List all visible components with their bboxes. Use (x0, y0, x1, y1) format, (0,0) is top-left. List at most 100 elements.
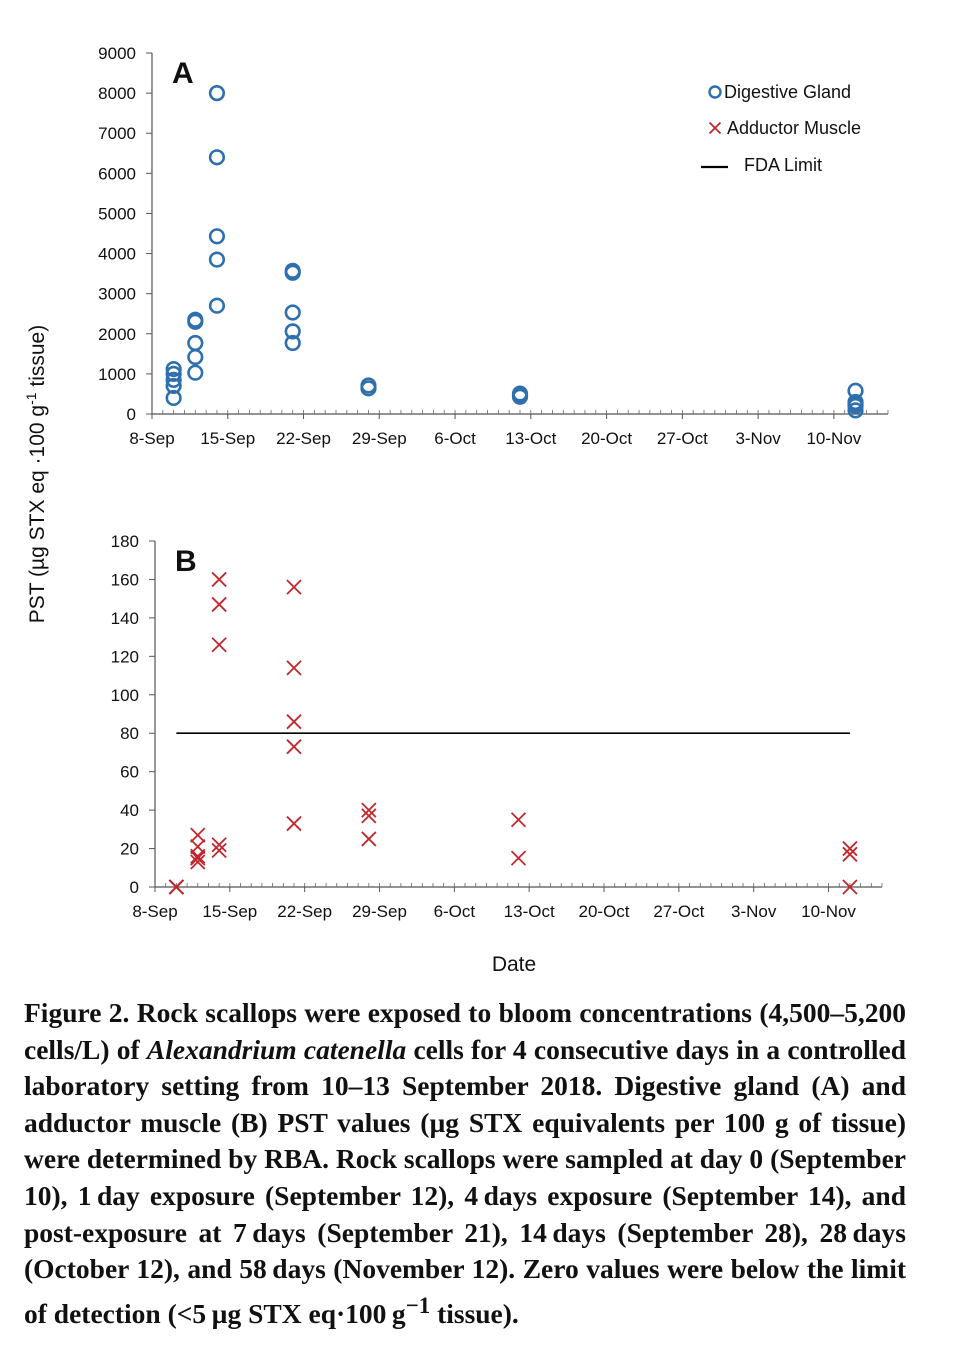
x-tick-label: 13-Oct (505, 429, 556, 448)
data-point-adductor-muscle (286, 714, 302, 730)
data-point-adductor-muscle (286, 660, 302, 676)
data-point-digestive-gland (165, 360, 182, 378)
x-tick-label: 6-Oct (434, 429, 476, 448)
x-marker-stroke (286, 739, 302, 755)
data-point-adductor-muscle (190, 827, 206, 843)
series-adductor-muscle (168, 571, 858, 895)
data-point-digestive-gland (284, 262, 301, 279)
data-point-adductor-muscle (211, 637, 227, 653)
data-point-digestive-gland (208, 228, 226, 245)
x-tick-label: 27-Oct (653, 902, 704, 921)
data-point-adductor-muscle (190, 838, 206, 855)
y-tick-label: 8000 (98, 84, 136, 103)
caption-superscript: −1 (405, 1292, 431, 1318)
caption-lead: Figure 2. Rock scallops were exposed to … (24, 997, 906, 1065)
x-marker-stroke (361, 802, 377, 818)
data-point-digestive-gland (511, 385, 529, 402)
x-tick-label: 29-Sep (352, 429, 407, 448)
data-point-digestive-gland (284, 304, 301, 321)
data-point-digestive-gland (208, 149, 226, 166)
data-point-adductor-muscle (842, 846, 858, 862)
caption-end: tissue). (430, 1297, 519, 1329)
x-tick-label: 10-Nov (806, 429, 861, 448)
y-tick-label: 20 (120, 840, 139, 859)
data-point-digestive-gland (847, 382, 864, 399)
data-point-digestive-gland (165, 371, 182, 389)
data-point-adductor-muscle (510, 850, 527, 866)
x-tick-label: 8-Sep (132, 902, 177, 921)
y-tick-label: 0 (127, 405, 136, 424)
data-point-digestive-gland (208, 251, 226, 268)
data-point-adductor-muscle (211, 596, 227, 613)
x-marker-stroke (211, 842, 227, 859)
y-tick-label: 9000 (98, 44, 136, 63)
data-point-adductor-muscle (286, 579, 302, 595)
data-point-digestive-gland (165, 365, 182, 382)
y-tick-label: 2000 (98, 325, 136, 344)
data-point-digestive-gland (360, 377, 377, 394)
x-tick-label: 8-Sep (129, 429, 174, 448)
data-point-adductor-muscle (361, 808, 377, 824)
figure-caption: Figure 2. Rock scallops were exposed to … (24, 995, 906, 1333)
x-tick-label: 22-Sep (276, 429, 331, 448)
y-tick-label: 1000 (98, 365, 136, 384)
data-point-adductor-muscle (361, 802, 377, 818)
y-axis-title-unit: tissue) (26, 325, 49, 393)
x-marker-stroke (190, 854, 206, 870)
data-point-digestive-gland (284, 323, 301, 340)
y-tick-label: 80 (120, 724, 139, 743)
x-marker-stroke (842, 879, 858, 895)
data-point-digestive-gland (284, 334, 301, 352)
x-tick-label: 22-Sep (277, 902, 332, 921)
panel-b: 0 20 40 60 80 100 120 140 160 180 8-Sep 15-Sep 22-Se… (111, 532, 883, 976)
x-tick-label: 20-Oct (579, 902, 630, 921)
y-tick-label: 140 (111, 609, 139, 628)
data-point-adductor-muscle (190, 850, 206, 866)
series-digestive-gland (165, 85, 864, 419)
data-point-digestive-gland (187, 311, 204, 328)
x-tick-label: 3-Nov (731, 902, 777, 921)
x-marker-stroke (190, 838, 206, 855)
x-tick-label: 20-Oct (581, 429, 632, 448)
x-tick-label: 10-Nov (801, 902, 856, 921)
data-point-digestive-gland (208, 297, 226, 314)
y-tick-label: 40 (120, 801, 139, 820)
panel-letter: A (172, 57, 194, 90)
x-marker-stroke (286, 714, 302, 730)
x-marker-stroke (510, 812, 527, 828)
data-point-adductor-muscle (842, 840, 858, 857)
x-marker-stroke (286, 815, 302, 832)
data-point-digestive-gland (847, 393, 864, 411)
x-marker-stroke (211, 637, 227, 653)
x-marker-stroke (842, 846, 858, 862)
y-tick-label: 120 (111, 647, 139, 666)
data-point-adductor-muscle (510, 812, 527, 828)
y-axis-title: PST (µg STX eq ·100 g-1 tissue) (23, 325, 49, 623)
y-tick-label: 4000 (98, 245, 136, 264)
x-marker-stroke (211, 837, 227, 853)
data-point-digestive-gland (187, 364, 204, 381)
x-marker-stroke (510, 850, 527, 866)
data-point-digestive-gland (165, 389, 182, 407)
data-point-digestive-gland (208, 85, 226, 102)
x-marker-stroke (286, 579, 302, 595)
data-point-adductor-muscle (211, 842, 227, 859)
panel-letter: B (175, 545, 197, 578)
x-marker-stroke (168, 879, 185, 895)
legend-marker-x (708, 121, 722, 135)
y-tick-label: 6000 (98, 164, 136, 183)
data-point-adductor-muscle (168, 879, 185, 895)
x-marker-stroke (211, 596, 227, 613)
y-axis-title-main: PST (µg STX eq ·100 g (26, 405, 49, 623)
data-point-digestive-gland (187, 348, 204, 366)
x-marker-stroke (190, 850, 206, 866)
data-point-adductor-muscle (211, 837, 227, 853)
x-marker-stroke (190, 827, 206, 843)
panel-a: 0 1000 2000 3000 4000 5000 6000 7000 8000 9000 8-S… (98, 44, 889, 448)
x-marker-stroke (361, 831, 377, 847)
legend-label: Digestive Gland (724, 82, 851, 102)
x-axis-title: Date (492, 953, 536, 976)
y-axis-title-superscript: -1 (23, 392, 39, 405)
data-point-adductor-muscle (842, 879, 858, 895)
y-tick-label: 100 (111, 686, 139, 705)
